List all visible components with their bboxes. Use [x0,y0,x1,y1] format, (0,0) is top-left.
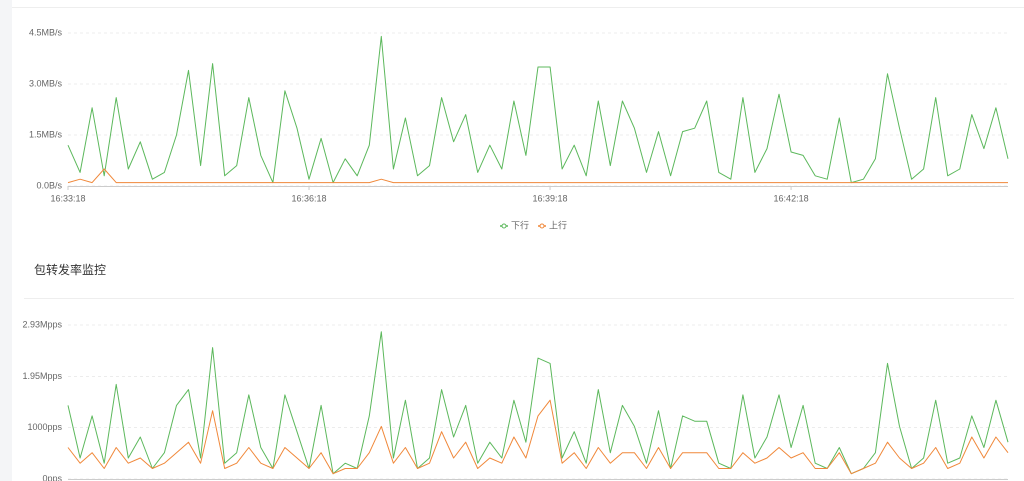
side-strip [0,0,12,481]
x-tick-label: 16:33:18 [50,193,85,203]
y-tick-label: 4.5MB/s [29,27,63,37]
y-tick-label: 1000pps [27,422,62,432]
y-tick-label: 2.93Mpps [22,319,62,329]
series-line [67,399,1009,475]
y-tick-label: 3.0MB/s [29,78,63,88]
y-tick-label: 1.95Mpps [22,371,62,381]
y-tick-label: 0.0B/s [36,180,62,190]
y-tick-label: 1.5MB/s [29,129,63,139]
x-tick-label: 16:42:18 [774,193,809,203]
legend-label: 下行 [511,219,529,230]
x-tick-label: 16:39:18 [533,193,568,203]
series-line [67,168,1008,184]
legend-icon-dot [501,223,507,229]
series-line [67,35,1009,184]
legend-label: 上行 [549,219,567,230]
x-tick-label: 16:36:18 [292,193,327,203]
legend-icon-dot [539,223,545,229]
series-line [67,331,1009,475]
section-title: 包转发率监控 [34,262,106,277]
y-tick-label: 0pps [42,473,62,481]
